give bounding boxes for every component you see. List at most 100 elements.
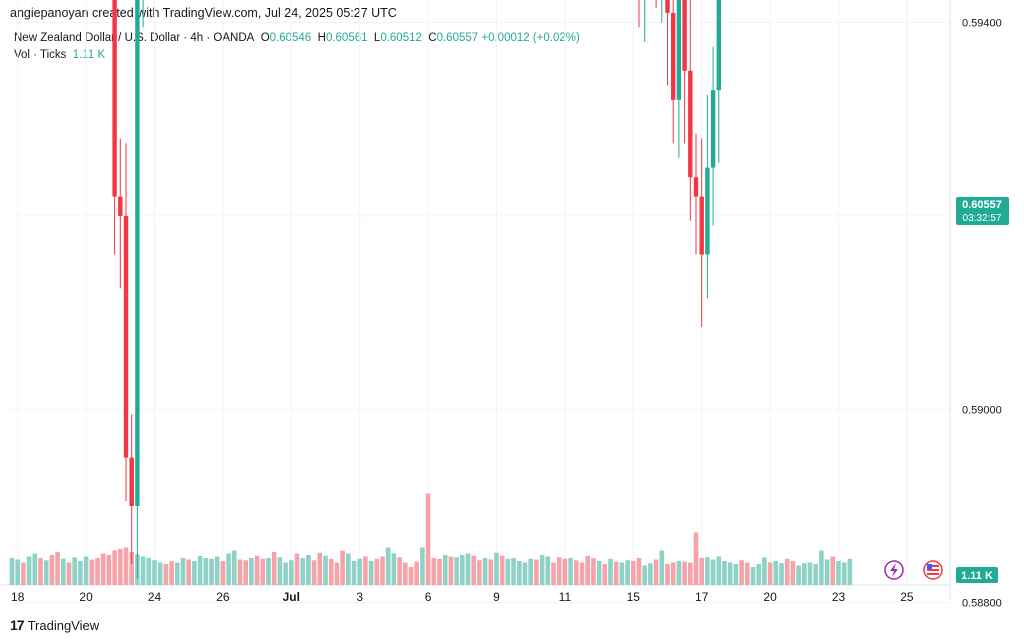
x-tick-label: 15 (627, 590, 641, 604)
symbol-label[interactable]: New Zealand Dollar / U.S. Dollar · 4h · … (14, 32, 255, 44)
tradingview-logo-icon[interactable]: 17 (10, 617, 25, 633)
volume-bar (773, 561, 779, 585)
x-tick-label: 24 (148, 590, 162, 604)
volume-value: 1.11 K (72, 49, 106, 61)
volume-bar (556, 557, 562, 585)
volume-bar (277, 557, 283, 585)
volume-bar (106, 555, 112, 585)
volume-bar (750, 567, 756, 585)
volume-bar (454, 557, 459, 585)
x-tick-label: 6 (425, 590, 432, 604)
volume-bar (807, 562, 813, 585)
volume-bar (722, 561, 727, 585)
volume-bar (574, 560, 579, 585)
volume-bar (665, 564, 670, 585)
volume-bar (83, 556, 89, 585)
volume-bar (317, 552, 323, 585)
volume-bar (819, 550, 824, 585)
volume-bar (539, 555, 545, 585)
candle-body (710, 90, 716, 168)
volume-bar (762, 557, 767, 585)
volume-bar (414, 561, 419, 585)
volume-bar (186, 559, 191, 585)
volume-bar (192, 561, 197, 585)
volume-bar (323, 555, 328, 585)
volume-bar (220, 561, 226, 585)
volume-bar (659, 550, 665, 585)
volume-bar (374, 558, 380, 585)
volume-bar (420, 547, 425, 585)
volume-bar (511, 558, 516, 585)
volume-bar (739, 560, 744, 585)
volume-bar (49, 555, 55, 585)
volume-bar (408, 567, 414, 585)
us-flag-icon[interactable] (923, 560, 943, 580)
volume-bar (346, 553, 351, 585)
volume-bar (89, 559, 95, 585)
volume-bar (112, 550, 117, 585)
volume-bar (249, 558, 254, 585)
volume-bar (596, 561, 602, 585)
volume-bar (351, 561, 357, 585)
low-value: 0.60512 (380, 32, 422, 44)
volume-bar (631, 561, 636, 585)
price-badge: 0.60557 03:32:57 (956, 197, 1009, 225)
volume-bar (214, 556, 220, 585)
y-tick-label: 0.59400 (962, 18, 1002, 30)
x-tick-label: 20 (79, 590, 93, 604)
volume-bar (232, 550, 237, 585)
volume-bar (32, 553, 38, 585)
volume-bar (95, 558, 100, 585)
volume-bar (653, 559, 659, 585)
volume-bar (391, 553, 397, 585)
candle-body (671, 12, 676, 100)
candle-body (665, 0, 670, 13)
volume-bar (522, 562, 528, 585)
change-value: +0.00012 (+0.02%) (481, 32, 580, 44)
volume-bar (545, 556, 551, 585)
lightning-icon[interactable] (884, 560, 904, 580)
price-badge-countdown: 03:32:57 (963, 213, 1002, 224)
volume-bar (676, 561, 682, 585)
volume-bar (334, 562, 340, 585)
ohlc-legend: New Zealand Dollar / U.S. Dollar · 4h · … (14, 32, 580, 44)
x-tick-label: 20 (763, 590, 777, 604)
volume-bar (403, 562, 408, 585)
volume-bar (796, 565, 801, 585)
volume-bar (608, 558, 613, 585)
volume-bar (448, 556, 454, 585)
open-value: 0.60546 (269, 32, 312, 44)
volume-bar (55, 552, 60, 585)
volume-bar (146, 558, 152, 585)
volume-bar (123, 547, 129, 585)
volume-label[interactable]: Vol · Ticks (14, 49, 67, 61)
volume-bar (465, 553, 471, 585)
candle-body (716, 0, 721, 91)
x-tick-label: Jul (283, 590, 300, 604)
volume-bar (328, 558, 334, 585)
close-value: 0.60557 (436, 32, 479, 44)
low-label: L (373, 32, 381, 44)
volume-bar (152, 560, 157, 585)
volume-bar (756, 564, 761, 585)
volume-bar (670, 562, 676, 585)
volume-bar (625, 560, 630, 585)
volume-bar (72, 557, 77, 585)
volume-bar (716, 556, 722, 585)
high-label: H (317, 32, 326, 44)
volume-bar (209, 558, 214, 585)
volume-bar (163, 564, 169, 585)
volume-bar (528, 558, 533, 585)
volume-bar (243, 560, 248, 585)
volume-bar (294, 553, 300, 585)
volume-bar (784, 558, 790, 585)
volume-bar (642, 565, 647, 585)
volume-bar (591, 558, 596, 585)
candle-body (112, 0, 117, 197)
volume-bar (482, 558, 488, 585)
x-tick-label: 11 (559, 590, 572, 604)
brand-name[interactable]: TradingView (27, 617, 100, 633)
volume-bar (636, 558, 642, 585)
candle-body (123, 215, 129, 458)
